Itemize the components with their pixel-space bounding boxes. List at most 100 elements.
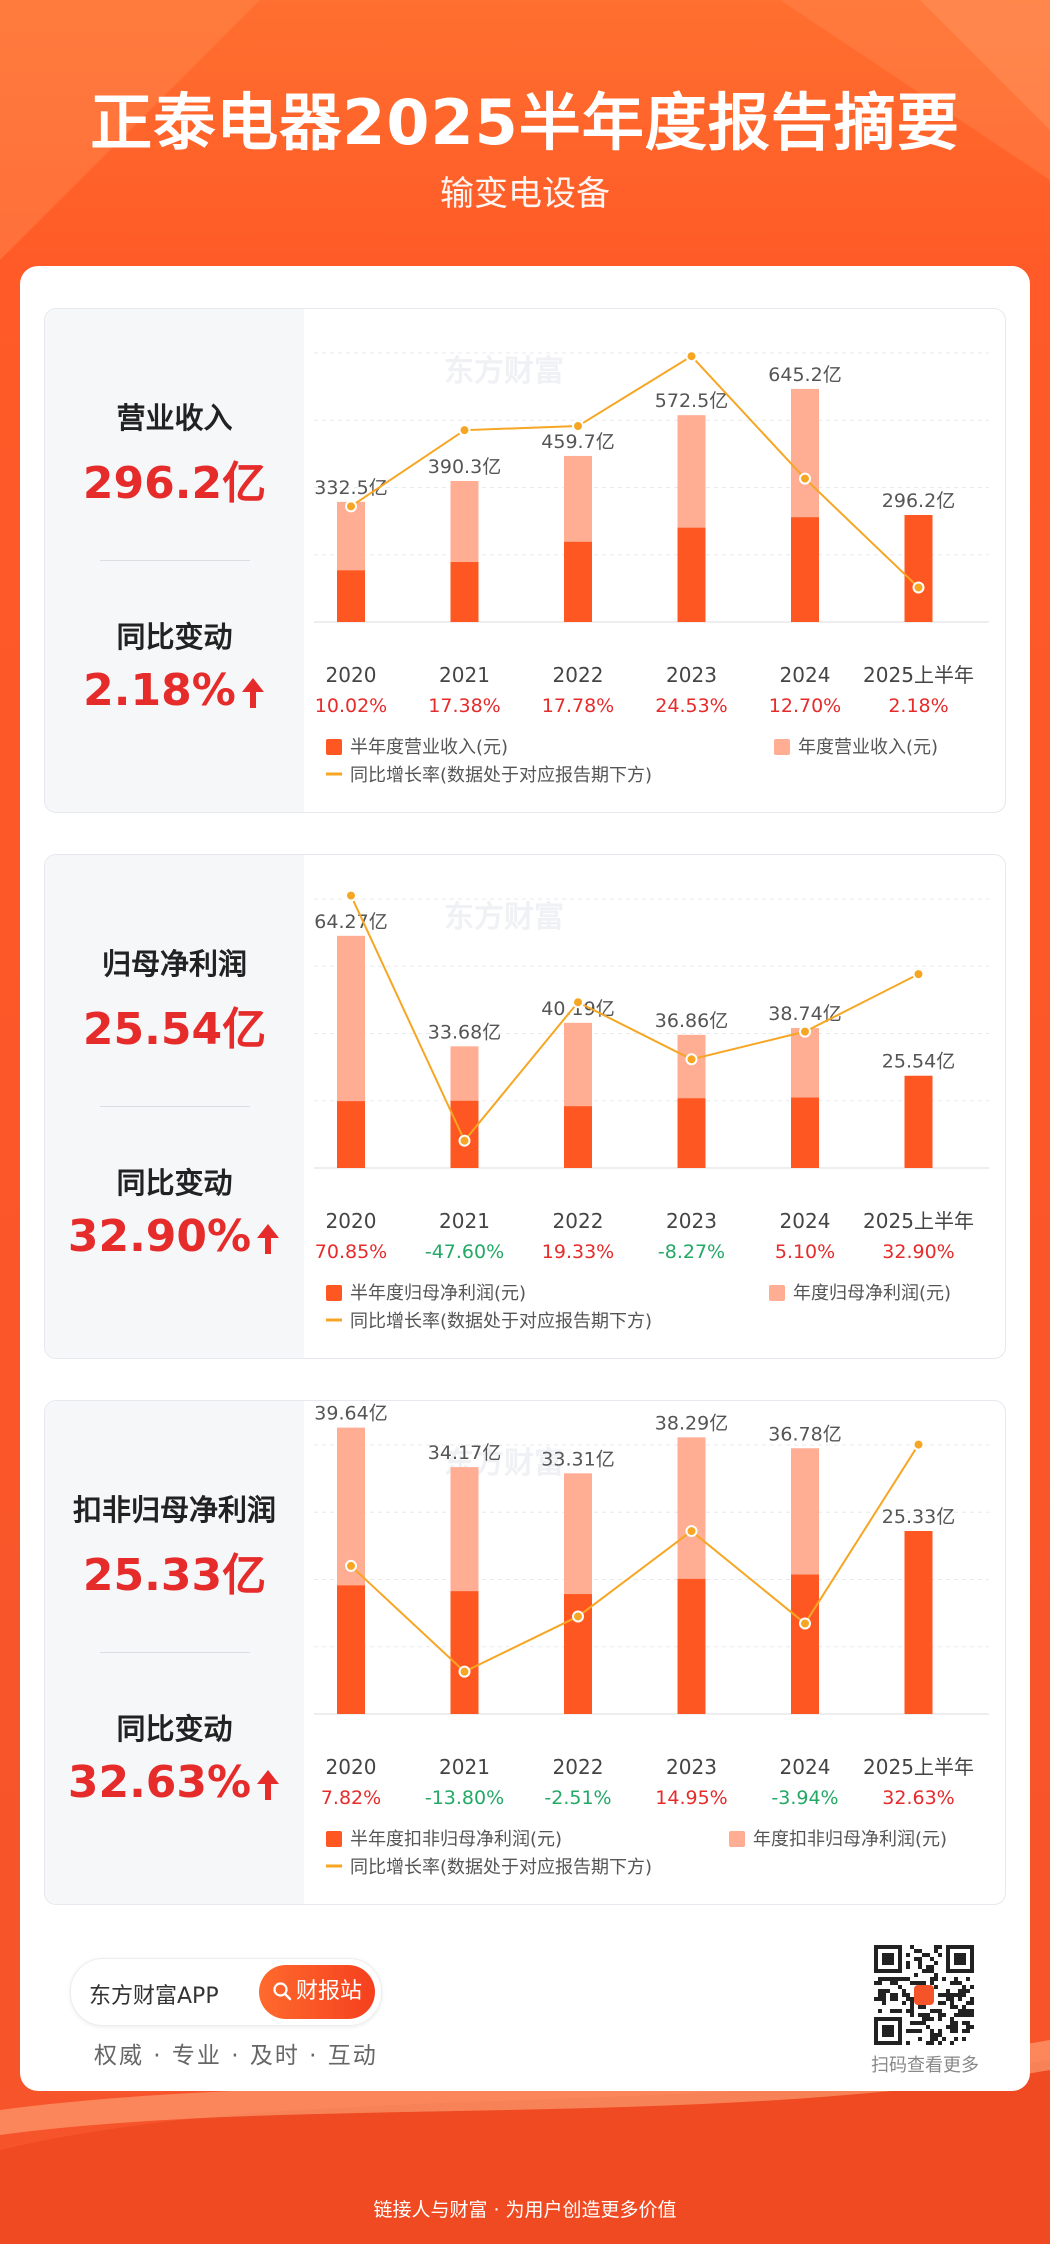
category-label: 2022	[553, 1209, 604, 1233]
qr-module	[934, 1961, 938, 1965]
growth-point	[912, 968, 925, 981]
qr-module	[926, 2013, 930, 2017]
qr-module	[938, 2029, 942, 2033]
qr-module	[958, 1993, 962, 1997]
category-label: 2021	[439, 663, 490, 687]
qr-module	[930, 2037, 934, 2041]
qr-module	[970, 1985, 974, 1989]
bottom-slogan: 链接人与财富 · 为用户创造更多价值	[373, 2199, 677, 2221]
bar-value-label: 25.54亿	[882, 1051, 955, 1073]
qr-module	[914, 1973, 918, 1977]
qr-module	[906, 2029, 910, 2033]
qr-module	[966, 2025, 970, 2029]
report-card: 营业收入 296.2亿 同比变动 2.18% 东方财富 332.5亿 2020 10.…	[20, 266, 1030, 2091]
qr-module	[918, 2005, 922, 2009]
category-label: 2024	[780, 1209, 831, 1233]
qr-logo	[914, 1985, 934, 2005]
growth-rate-label: 24.53%	[655, 695, 727, 717]
qr-module	[962, 2013, 966, 2017]
half-year-bar	[677, 1098, 706, 1168]
qr-module	[946, 1989, 950, 1993]
qr-module	[962, 2005, 966, 2009]
qr-module	[910, 1997, 914, 2001]
growth-point	[458, 424, 471, 437]
growth-rate-label: 17.38%	[428, 695, 500, 717]
qr-module	[922, 1953, 926, 1957]
growth-point	[799, 1617, 811, 1630]
category-label: 2025上半年	[863, 663, 974, 687]
legend-half-year-label: 半年度归母净利润(元)	[350, 1283, 526, 1304]
bar-value-label: 296.2亿	[882, 490, 955, 512]
qr-module	[938, 2033, 942, 2037]
legend-annual-label: 年度扣非归母净利润(元)	[753, 1829, 947, 1850]
change-value: 32.90%	[67, 1211, 252, 1262]
qr-module	[882, 1989, 886, 1993]
qr-module	[910, 2029, 914, 2033]
qr-module	[878, 1977, 882, 1981]
tagline: 权威 · 专业 · 及时 · 互动	[94, 2043, 378, 2069]
legend-annual-swatch	[769, 1285, 785, 1301]
half-year-bar	[677, 1578, 706, 1714]
qr-module	[914, 1957, 918, 1961]
metric-label: 营业收入	[116, 401, 233, 435]
growth-point	[685, 1525, 698, 1538]
legend-half-year-label: 半年度扣非归母净利润(元)	[350, 1829, 562, 1850]
watermark: 东方财富	[444, 900, 564, 935]
app-search-pill[interactable]: 东方财富APP 财报站	[70, 1958, 382, 2026]
qr-module	[918, 2037, 922, 2041]
qr-module	[930, 1969, 934, 1973]
qr-module	[914, 2021, 918, 2025]
growth-rate-label: -3.94%	[771, 1787, 838, 1809]
net-profit-summary: 归母净利润 25.54亿 同比变动 32.90%	[45, 855, 304, 1358]
legend-annual-label: 年度营业收入(元)	[798, 737, 938, 758]
qr-module	[926, 2017, 930, 2021]
growth-rate-label: 10.02%	[315, 695, 387, 717]
category-label: 2020	[326, 1209, 377, 1233]
qr-module	[918, 1965, 922, 1969]
qr-module	[934, 1973, 938, 1977]
qr-module	[938, 2017, 942, 2021]
qr-module	[938, 2041, 942, 2045]
qr-module	[890, 2009, 894, 2013]
legend-annual-swatch	[774, 739, 790, 755]
category-label: 2024	[780, 663, 831, 687]
half-year-bar	[791, 517, 819, 622]
growth-rate-label: 32.90%	[882, 1241, 954, 1263]
growth-point	[685, 350, 698, 363]
bar-value-label: 459.7亿	[541, 431, 614, 453]
qr-module	[970, 1997, 974, 2001]
qr-module	[890, 1981, 894, 1985]
qr-finder	[882, 2025, 894, 2037]
legend-half-year-swatch	[326, 739, 342, 755]
growth-point	[572, 420, 584, 433]
qr-module	[938, 2013, 942, 2017]
half-year-bar	[904, 514, 933, 622]
qr-code-icon[interactable]	[874, 1945, 974, 2045]
qr-module	[874, 1997, 878, 2001]
qr-module	[954, 1981, 958, 1985]
report-station-button[interactable]: 财报站	[259, 1965, 375, 2019]
category-label: 2022	[553, 1755, 604, 1779]
change-value: 2.18%	[83, 665, 236, 716]
qr-module	[954, 2005, 958, 2009]
qr-module	[966, 2013, 970, 2017]
half-year-bar	[337, 1585, 365, 1714]
growth-rate-label: 12.70%	[769, 695, 841, 717]
arrow-up-icon	[241, 678, 264, 708]
qr-module	[954, 2037, 958, 2041]
category-label: 2020	[326, 663, 377, 687]
legend-growth-label: 同比增长率(数据处于对应报告期下方)	[350, 765, 652, 786]
bar-value-label: 332.5亿	[314, 477, 387, 499]
qr-module	[962, 2037, 966, 2041]
qr-module	[930, 1957, 934, 1961]
qr-module	[934, 2037, 938, 2041]
qr-module	[902, 1993, 906, 1997]
revenue-chart: 东方财富 332.5亿 2020 10.02% 390.3亿 2021 17.38% 459.…	[314, 350, 989, 786]
qr-module	[954, 2029, 958, 2033]
growth-point	[572, 1610, 584, 1623]
qr-module	[874, 1981, 878, 1985]
legend-annual-swatch	[729, 1831, 745, 1847]
qr-module	[902, 1977, 906, 1981]
bar-value-label: 40.19亿	[541, 998, 614, 1020]
qr-module	[894, 1977, 898, 1981]
